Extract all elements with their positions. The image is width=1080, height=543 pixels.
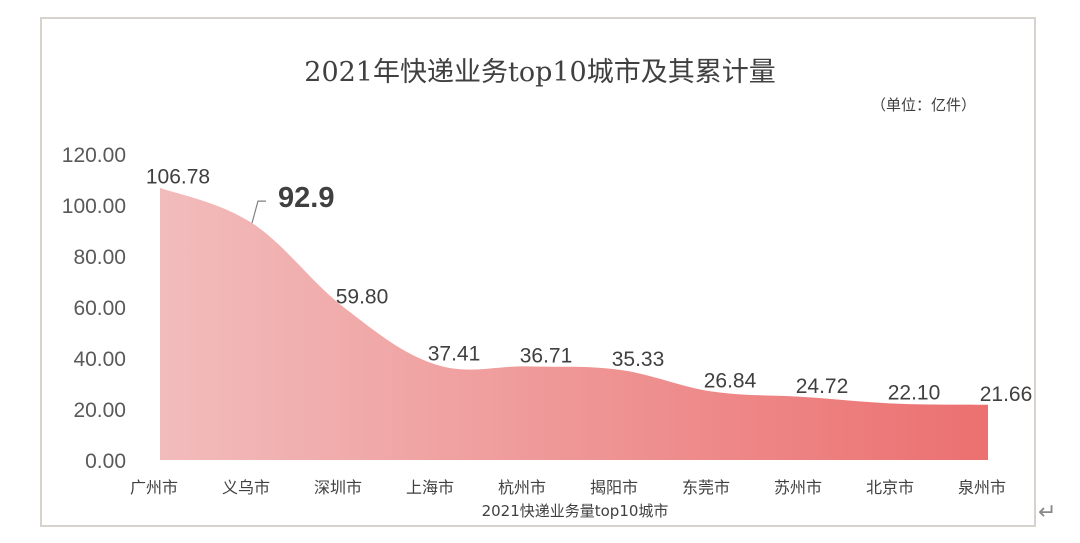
y-tick-label: 80.00 [73, 246, 126, 269]
return-mark-icon: ↵ [1038, 500, 1057, 525]
y-tick-label: 60.00 [73, 297, 126, 320]
data-label: 35.33 [612, 348, 665, 371]
x-axis-title: 2021快递业务量top10城市 [481, 502, 669, 520]
x-tick-label: 北京市 [866, 478, 914, 497]
unit-note: （单位：亿件） [870, 96, 976, 114]
x-axis: 广州市 义乌市 深圳市 上海市 杭州市 揭阳市 东莞市 苏州市 北京市 泉州市 [130, 478, 1006, 497]
chart-title: 2021年快递业务top10城市及其累计量 [304, 57, 776, 88]
data-label-highlight: 92.9 [278, 182, 334, 214]
area-fill [160, 187, 988, 460]
data-label: 21.66 [980, 383, 1033, 406]
y-tick-label: 120.00 [62, 144, 126, 167]
data-label: 22.10 [888, 382, 941, 405]
y-tick-label: 20.00 [73, 399, 126, 422]
data-label: 36.71 [520, 344, 573, 367]
data-label: 37.41 [428, 343, 481, 366]
x-tick-label: 深圳市 [314, 478, 362, 497]
x-tick-label: 东莞市 [682, 478, 730, 497]
x-tick-label: 上海市 [406, 478, 454, 497]
y-axis: 0.00 20.00 40.00 60.00 80.00 100.00 120.00 [62, 144, 126, 473]
x-tick-label: 泉州市 [958, 478, 1006, 497]
x-tick-label: 苏州市 [774, 478, 822, 497]
area-series [160, 187, 988, 460]
x-tick-label: 义乌市 [222, 478, 270, 497]
x-tick-label: 揭阳市 [590, 478, 638, 497]
data-label: 59.80 [336, 286, 389, 309]
y-tick-label: 0.00 [85, 450, 126, 473]
data-label: 26.84 [704, 370, 757, 393]
data-label: 24.72 [796, 375, 849, 398]
x-tick-label: 广州市 [130, 478, 178, 497]
y-tick-label: 40.00 [73, 348, 126, 371]
leader-line [251, 200, 266, 224]
x-tick-label: 杭州市 [498, 478, 546, 497]
data-labels: 106.78 92.9 59.80 37.41 36.71 35.33 26.84 24.72… [146, 166, 1032, 406]
y-tick-label: 100.00 [62, 195, 126, 218]
data-label: 106.78 [146, 166, 210, 189]
